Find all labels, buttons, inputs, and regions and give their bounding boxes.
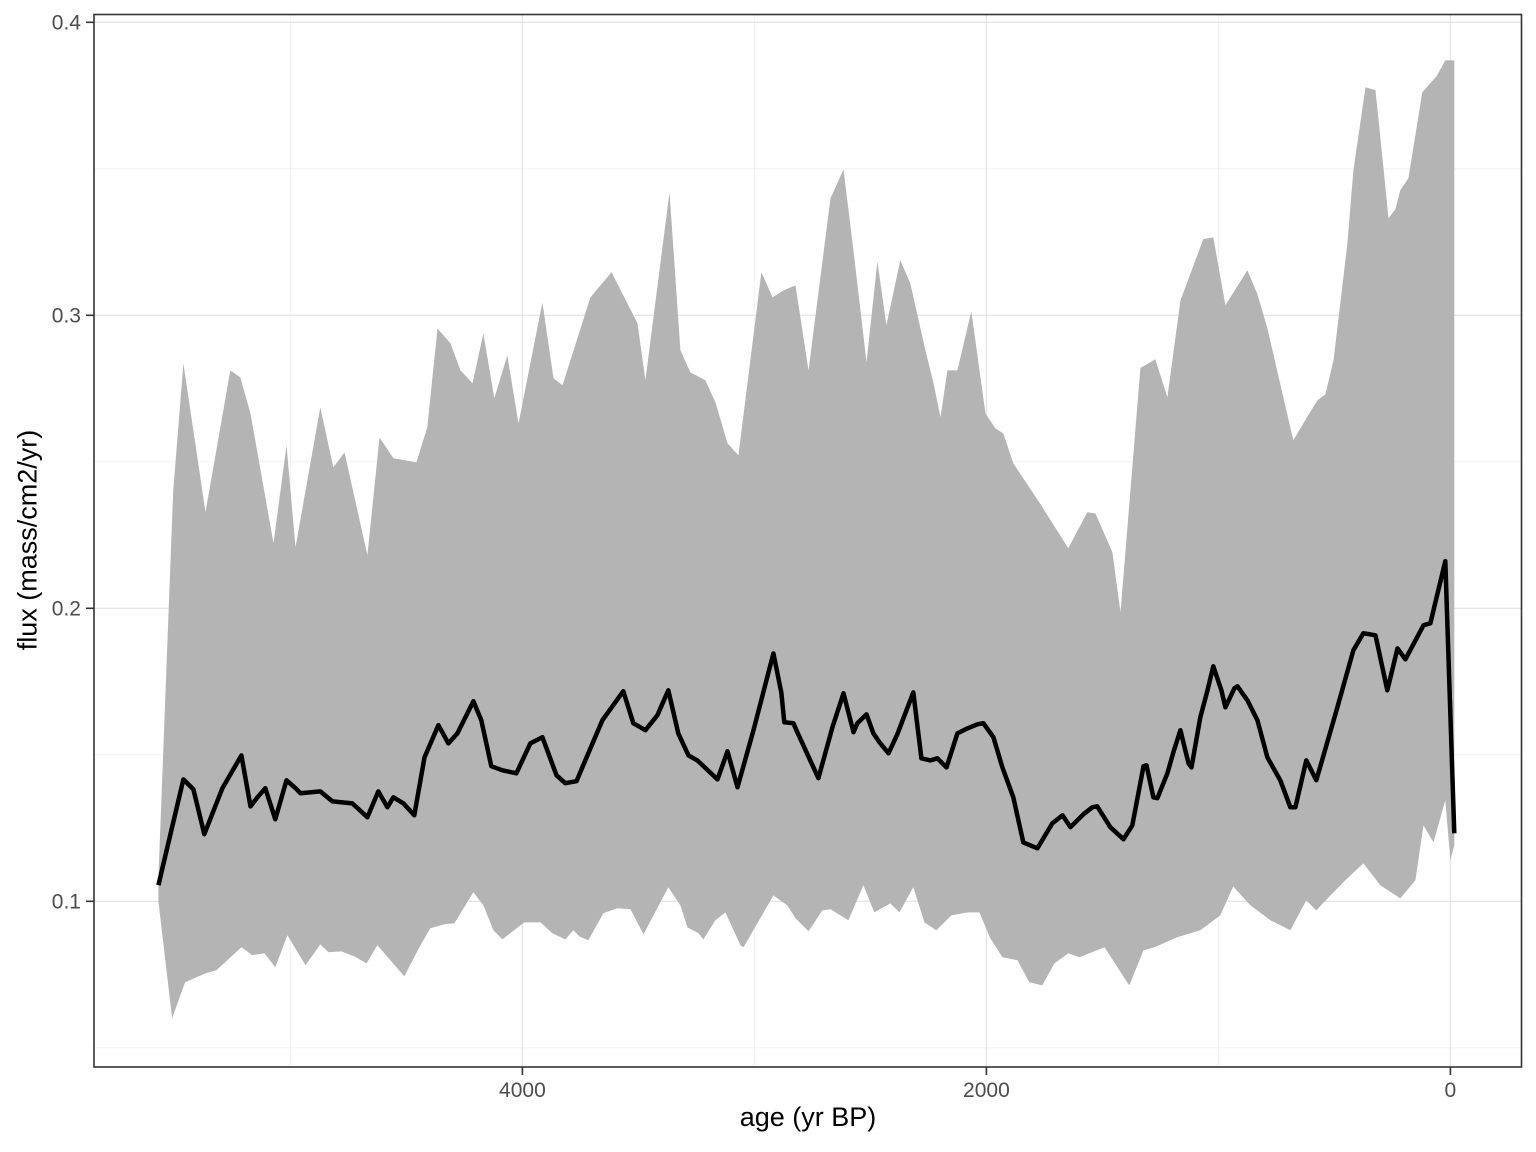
x-tick-label: 0 (1445, 1079, 1457, 1102)
x-tick-label: 4000 (499, 1079, 546, 1102)
median-flux-line (156, 558, 1457, 886)
y-tick-label: 0.3 (52, 304, 81, 327)
y-tick-label: 0.1 (52, 890, 81, 913)
y-tick-label: 0.4 (52, 11, 82, 34)
y-tick-label: 0.2 (52, 597, 81, 620)
x-axis-title: age (yr BP) (739, 1102, 877, 1132)
uncertainty-ribbon (158, 60, 1455, 1019)
panel-border (93, 13, 1523, 1068)
y-axis-title: flux (mass/cm2/yr) (12, 429, 43, 651)
x-tick-label: 2000 (963, 1079, 1010, 1102)
